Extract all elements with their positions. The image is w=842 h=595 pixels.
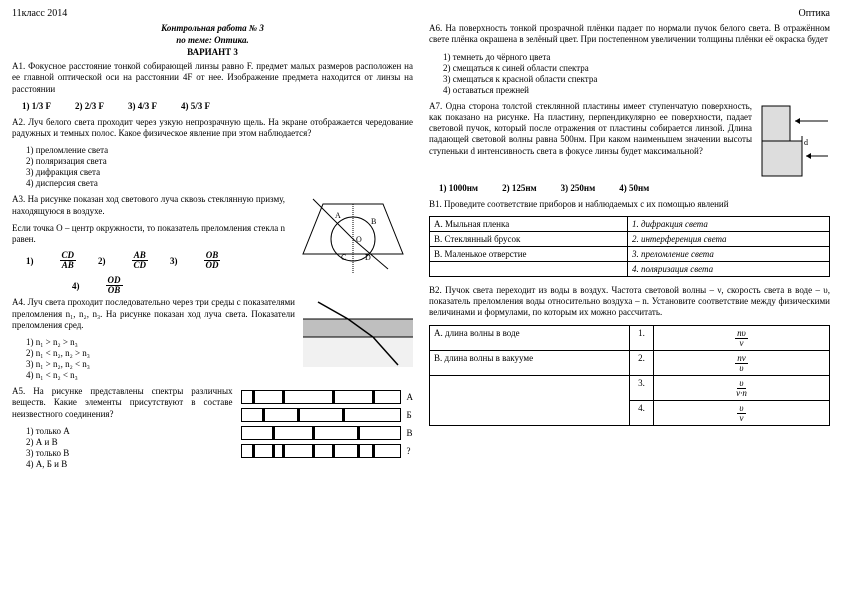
a7-options: 1) 1000нм 2) 125нм 3) 250нм 4) 50нм [439,183,830,193]
a1-opt3: 3) 4/3 F [128,101,157,111]
spec-b: Б [407,410,412,420]
a2-opt4: 4) дисперсия света [26,178,413,188]
b1-c: В. Маленькое отверстие [430,246,628,261]
b2-table: А. длина волны в воде 1. nυν В. длина во… [429,325,830,426]
b1-r2: 2. интерференция света [627,231,829,246]
a4-opt3: 3) n₁ > n₂, n₂ < n₃ [26,359,295,369]
b1-table: А. Мыльная пленка1. дифракция света В. С… [429,216,830,277]
svg-text:D: D [365,253,371,262]
b1-b: В. Стеклянный брусок [430,231,628,246]
b2-n4: 4. [630,400,654,425]
a3-f3d: OD [204,261,221,270]
a6-opt1: 1) темнеть до чёрного цвета [443,52,830,62]
b1-r3: 3. преломление света [627,246,829,261]
b2-f1n: nυ [735,329,748,339]
question-a5: А5. На рисунке представлены спектры разл… [12,386,233,420]
question-b2: В2. Пучок света переходит из воды в возд… [429,285,830,319]
spectra-diagram: А Б В ? [241,390,414,462]
question-a1: А1. Фокусное расстояние тонкой собирающе… [12,61,413,95]
b2-f4d: ν [737,414,745,423]
a1-opt4: 4) 5/3 F [181,101,210,111]
b2-f1d: ν [737,339,745,348]
question-a4: А4. Луч света проходит последовательно ч… [12,297,295,331]
spec-q: ? [407,446,411,456]
left-column: Контрольная работа № 3 по теме: Оптика. … [12,23,413,475]
header-left: 11класс 2014 [12,8,67,19]
b2-f2d: υ [737,364,745,373]
b2-f3n: υ [737,379,745,389]
step-diagram: d [760,101,830,181]
a7-opt1: 1) 1000нм [439,183,478,193]
a3-f1d: AB [60,261,76,270]
b1-r4: 4. поляризация света [627,261,829,276]
a2-opt3: 3) дифракция света [26,167,413,177]
a4-opt2: 2) n₁ < n₂, n₂ > n₃ [26,348,295,358]
b2-f3d: ν·n [734,389,749,398]
svg-text:C: C [341,253,346,262]
a7-opt2: 2) 125нм [502,183,537,193]
b2-rb: В. длина волны в вакууме [430,350,630,375]
a1-options: 1) 1/3 F 2) 2/3 F 3) 4/3 F 4) 5/3 F [22,101,413,111]
svg-text:d: d [804,138,808,147]
a5-options: 1) только А 2) А и В 3) только В 4) А, Б… [26,426,233,469]
question-a3: А3. На рисунке показан ход светового луч… [12,194,285,217]
a3-l1: 1) [26,256,34,266]
question-a3b: Если точка O – центр окружности, то пока… [12,223,285,246]
a7-opt4: 4) 50нм [619,183,649,193]
question-a6: А6. На поверхность тонкой прозрачной плё… [429,23,830,46]
a2-opt1: 1) преломление света [26,145,413,155]
a3-f4d: OB [106,286,123,295]
question-b1: В1. Проведите соответствие приборов и на… [429,199,830,210]
refraction-diagram [303,297,413,367]
b1-a: А. Мыльная пленка [430,216,628,231]
header-right: Оптика [799,8,830,19]
a1-opt1: 1) 1/3 F [22,101,51,111]
a2-options: 1) преломление света 2) поляризация свет… [26,145,413,188]
question-a7: А7. Одна сторона толстой стеклянной плас… [429,101,752,157]
a5-opt3: 3) только В [26,448,233,458]
a5-opt1: 1) только А [26,426,233,436]
a6-opt4: 4) оставаться прежней [443,85,830,95]
a3-f2d: CD [132,261,149,270]
a6-opt3: 3) смещаться к красной области спектра [443,74,830,84]
b2-n2: 2. [630,350,654,375]
a4-opt1: 1) n₁ > n₂ > n₃ [26,337,295,347]
svg-text:O: O [356,235,362,244]
b2-f2n: nν [735,354,748,364]
a5-opt2: 2) А и В [26,437,233,447]
a4-opt4: 4) n₁ < n₂ < n₃ [26,370,295,380]
spec-v: В [407,428,413,438]
a6-opt2: 2) смещаться к синей области спектра [443,63,830,73]
b2-n1: 1. [630,325,654,350]
right-column: А6. На поверхность тонкой прозрачной плё… [429,23,830,475]
a2-opt2: 2) поляризация света [26,156,413,166]
b2-n3: 3. [630,375,654,400]
a7-opt3: 3) 250нм [561,183,596,193]
b1-r1: 1. дифракция света [627,216,829,231]
svg-text:B: B [371,217,376,226]
a6-options: 1) темнеть до чёрного цвета 2) смещаться… [443,52,830,95]
a3-l2: 2) [98,256,106,266]
spec-a: А [407,392,414,402]
prism-diagram: O A B C D [293,194,413,284]
doc-title-1: Контрольная работа № 3 [12,23,413,33]
a3-l3: 3) [170,256,178,266]
variant-label: ВАРИАНТ 3 [12,47,413,57]
a1-opt2: 2) 2/3 F [75,101,104,111]
a5-opt4: 4) А, Б и В [26,459,233,469]
a3-l4: 4) [72,281,80,291]
b2-ra: А. длина волны в воде [430,325,630,350]
doc-title-2: по теме: Оптика. [12,35,413,45]
a4-options: 1) n₁ > n₂ > n₃ 2) n₁ < n₂, n₂ > n₃ 3) n… [26,337,295,380]
b2-f4n: υ [737,404,745,414]
svg-text:A: A [335,211,341,220]
question-a2: А2. Луч белого света проходит через узку… [12,117,413,140]
